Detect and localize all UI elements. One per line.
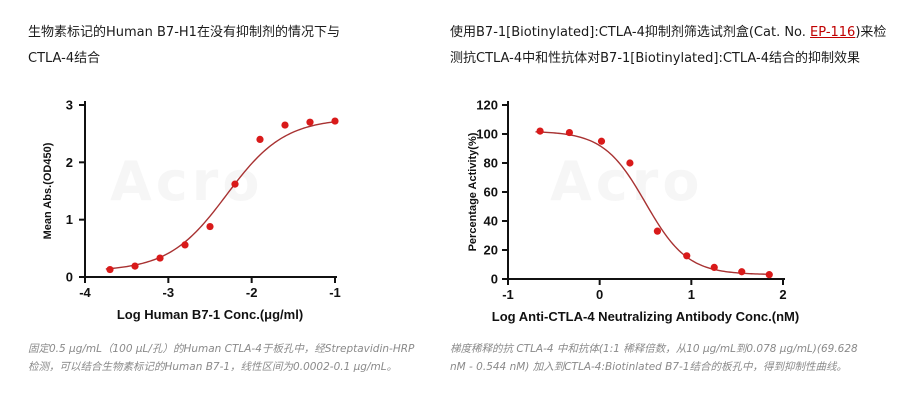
right-y-tick-label: 20 — [484, 243, 498, 258]
left-heading-line-2: CTLA-4结合 — [28, 51, 101, 66]
right-caption-line-1: 梯度稀释的抗 CTLA-4 中和抗体(1:1 稀释倍数，从10 μg/mL到0.… — [450, 343, 858, 355]
left-data-point — [281, 121, 289, 129]
right-data-point — [765, 271, 773, 279]
left-y-tick-label: 1 — [66, 212, 73, 227]
left-data-point — [181, 241, 189, 249]
left-data-point — [256, 135, 264, 143]
left-data-point — [131, 262, 139, 270]
left-y-tick-label: 3 — [66, 98, 73, 113]
left-caption-line-1: 固定0.5 μg/mL（100 μL/孔）的Human CTLA-4于板孔中，经… — [28, 343, 415, 355]
right-y-axis-title: Percentage Activity(%) — [467, 132, 479, 251]
right-y-tick-label: 0 — [491, 272, 498, 287]
right-panel: Acro 使用B7-1[Biotinylated]:CTLA-4抑制剂筛选试剂盒… — [450, 0, 900, 413]
left-data-point — [306, 118, 314, 126]
right-fit-curve — [535, 131, 772, 275]
left-heading: 生物素标记的Human B7-H1在没有抑制剂的情况下与 CTLA-4结合 — [28, 20, 340, 72]
right-x-tick-label: 2 — [779, 287, 786, 302]
left-x-tick-label: -3 — [163, 285, 175, 300]
left-data-point — [156, 254, 164, 262]
left-x-axis-title: Log Human B7-1 Conc.(μg/ml) — [117, 307, 303, 322]
right-data-point — [536, 127, 544, 135]
right-data-point — [597, 137, 606, 145]
right-y-tick-label: 80 — [484, 156, 498, 171]
right-heading-suffix: )来检 — [855, 25, 887, 40]
right-x-axis-title: Log Anti-CTLA-4 Neutralizing Antibody Co… — [492, 309, 799, 324]
left-caption: 固定0.5 μg/mL（100 μL/孔）的Human CTLA-4于板孔中，经… — [28, 340, 414, 376]
right-data-point — [710, 263, 718, 271]
right-data-point — [653, 227, 662, 235]
right-y-tick-label: 120 — [476, 98, 498, 113]
right-caption: 梯度稀释的抗 CTLA-4 中和抗体(1:1 稀释倍数，从10 μg/mL到0.… — [450, 340, 858, 376]
left-x-tick-label: -4 — [79, 285, 91, 300]
left-x-tick-label: -1 — [329, 285, 341, 300]
left-y-tick-label: 0 — [66, 270, 73, 285]
left-data-point — [106, 265, 114, 274]
right-heading-line-1: 使用B7-1[Biotinylated]:CTLA-4抑制剂筛选试剂盒(Cat.… — [450, 20, 886, 46]
right-data-point — [626, 159, 634, 167]
left-x-tick-label: -2 — [246, 285, 258, 300]
right-heading: 使用B7-1[Biotinylated]:CTLA-4抑制剂筛选试剂盒(Cat.… — [450, 20, 886, 72]
left-plot-area: -4 -3 -2 -1 0 1 2 3 Log Human B7-1 Conc.(μg/ml) M… — [42, 98, 341, 323]
left-heading-line-1: 生物素标记的Human B7-H1在没有抑制剂的情况下与 — [28, 25, 340, 40]
right-x-tick-label: 0 — [596, 287, 603, 302]
left-chart: -4 -3 -2 -1 0 1 2 3 Log Human B7-1 Conc.(μg/ml) M… — [42, 98, 341, 323]
right-heading-line-2: 测抗CTLA-4中和性抗体对B7-1[Biotinylated]:CTLA-4结… — [450, 51, 860, 66]
left-data-point — [206, 222, 214, 231]
right-data-point — [565, 128, 574, 137]
catalog-link[interactable]: EP-116 — [810, 25, 856, 40]
right-caption-line-2: nM - 0.544 nM) 加入到CTLA-4:Biotinlated B7-… — [450, 361, 848, 373]
left-y-axis-title: Mean Abs.(OD450) — [42, 142, 54, 239]
left-data-point — [331, 117, 339, 125]
right-x-tick-label: -1 — [502, 287, 514, 302]
right-x-tick-label: 1 — [688, 287, 695, 302]
right-y-tick-label: 60 — [484, 185, 498, 200]
right-y-tick-label: 40 — [484, 214, 498, 229]
right-data-point — [683, 252, 691, 260]
left-data-point — [231, 180, 239, 188]
left-y-tick-label: 2 — [66, 155, 73, 170]
right-heading-prefix: 使用B7-1[Biotinylated]:CTLA-4抑制剂筛选试剂盒(Cat.… — [450, 25, 811, 40]
right-y-tick-label: 100 — [476, 127, 498, 142]
left-panel: Acro 生物素标记的Human B7-H1在没有抑制剂的情况下与 CTLA-4… — [28, 20, 414, 376]
left-fit-curve — [105, 120, 337, 270]
left-caption-line-2: 检测，可以结合生物素标记的Human B7-1，线性区间为0.0002-0.1 … — [28, 361, 398, 373]
right-data-point — [738, 268, 746, 276]
